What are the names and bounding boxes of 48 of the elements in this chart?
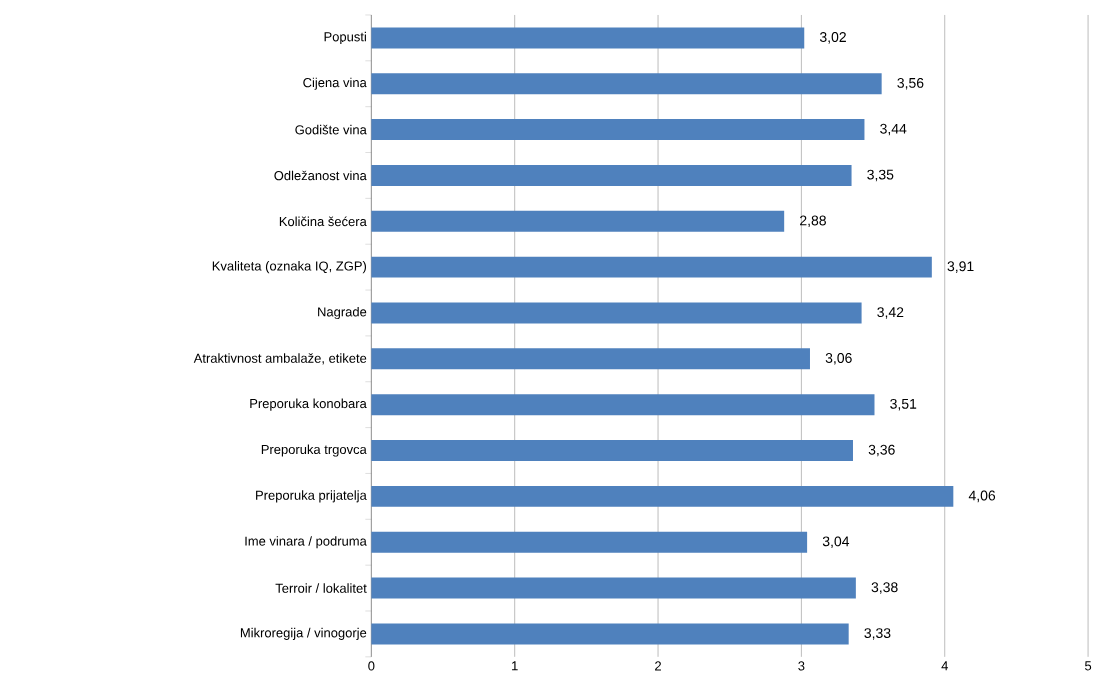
x-tick-label: 5 <box>1084 661 1092 671</box>
data-label: 3,33 <box>864 628 891 640</box>
y-tick-label: Atraktivnost ambalaže, etikete <box>193 353 367 365</box>
bar <box>371 210 785 232</box>
bar <box>371 623 849 645</box>
bar <box>371 27 805 49</box>
bar <box>371 531 808 553</box>
bar <box>371 165 852 187</box>
x-tick-label: 1 <box>512 661 518 671</box>
x-tick-label: 2 <box>655 661 661 671</box>
y-tick-label: Nagrade <box>318 307 367 320</box>
y-tick-label: Cijena vina <box>303 77 367 90</box>
y-tick-label: Preporuka prijatelja <box>256 490 367 503</box>
bar <box>371 302 862 324</box>
y-tick-label: Mikroregija / vinogorje <box>240 627 367 641</box>
data-label: 3,51 <box>890 399 917 411</box>
data-label: 3,42 <box>877 307 904 319</box>
data-label: 3,44 <box>880 123 907 136</box>
x-tick-label: 0 <box>368 661 375 671</box>
bar <box>371 577 856 599</box>
bar <box>371 486 954 507</box>
y-tick-label: Preporuka trgovca <box>261 444 367 457</box>
bar <box>371 440 853 462</box>
y-tick-label: Popusti <box>324 31 366 45</box>
y-tick-label: Odležanost vina <box>274 170 367 181</box>
bar <box>371 119 865 141</box>
bar <box>371 394 875 416</box>
data-label: 3,06 <box>825 353 852 365</box>
y-tick-label: Količina šećera <box>279 216 367 227</box>
y-tick-label: Ime vinara / podruma <box>245 536 367 549</box>
data-label: 3,56 <box>897 78 924 90</box>
bar <box>371 256 932 278</box>
data-label: 3,38 <box>871 582 898 594</box>
data-label: 3,04 <box>822 536 850 549</box>
y-tick-label: Kvaliteta (oznaka IQ, ZGP) <box>212 261 367 274</box>
bar <box>371 348 810 370</box>
x-tick-label: 4 <box>941 661 948 671</box>
y-tick-label: Terroir / lokalitet <box>275 583 367 593</box>
y-tick-label: Preporuka konobara <box>250 398 367 411</box>
data-label: 3,36 <box>868 444 895 457</box>
data-label: 4,06 <box>968 490 996 503</box>
bar <box>371 73 882 95</box>
y-tick-label: Godište vina <box>295 124 367 135</box>
data-label: 2,88 <box>800 215 826 228</box>
data-label: 3,02 <box>819 32 846 44</box>
x-tick-label: 3 <box>798 661 805 671</box>
data-label: 3,35 <box>867 169 894 182</box>
data-label: 3,91 <box>947 261 974 274</box>
